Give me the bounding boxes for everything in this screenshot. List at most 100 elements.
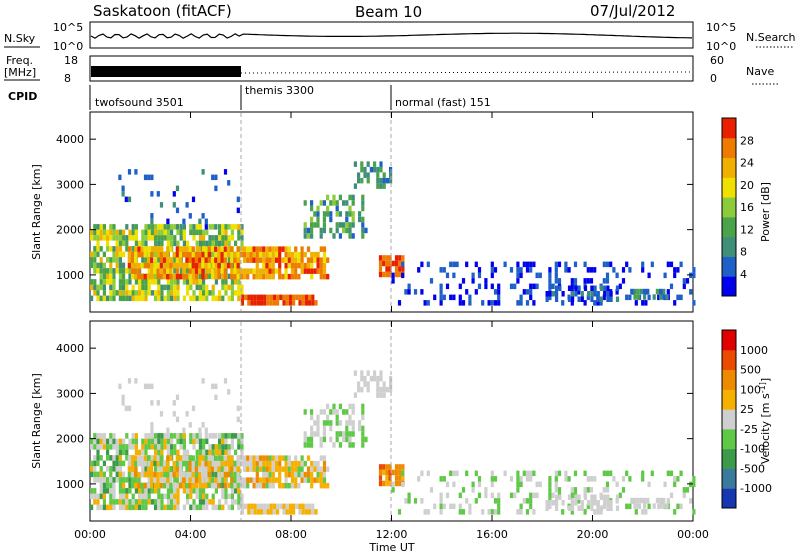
echo-cell — [153, 477, 157, 483]
echo-cell — [99, 229, 103, 236]
echo-cell — [535, 481, 539, 488]
echo-cell — [295, 503, 299, 510]
echo-cell — [99, 246, 103, 252]
echo-cell — [143, 383, 148, 390]
echo-cell — [211, 433, 215, 439]
echo-cell — [188, 213, 192, 219]
echo-cell — [146, 262, 151, 269]
echo-cell — [106, 229, 110, 236]
echo-cell — [548, 476, 552, 482]
echo-cell — [573, 261, 578, 268]
echo-cell — [240, 290, 244, 296]
echo-cell — [128, 504, 132, 511]
echo-cell — [220, 460, 224, 467]
echo-cell — [118, 284, 122, 291]
echo-cell — [150, 433, 154, 439]
echo-cell — [439, 498, 443, 504]
echo-cell — [398, 464, 402, 470]
echo-cell — [205, 295, 209, 302]
echo-cell — [633, 288, 637, 295]
echo-cell — [461, 300, 466, 306]
echo-cell — [319, 442, 323, 448]
echo-cell — [636, 294, 640, 300]
echo-cell — [461, 487, 466, 493]
echo-cell — [130, 251, 135, 258]
echo-cell — [398, 255, 402, 261]
echo-cell — [96, 224, 100, 230]
echo-cell — [175, 466, 179, 472]
x-tick-label: 08:00 — [275, 528, 307, 541]
echo-cell — [255, 246, 259, 252]
echo-cell — [262, 257, 266, 263]
echo-cell — [224, 449, 228, 456]
echo-cell — [258, 477, 263, 483]
echo-cell — [561, 300, 565, 306]
echo-cell — [147, 279, 151, 285]
echo-cell — [376, 166, 380, 173]
echo-cell — [263, 503, 267, 510]
echo-cell — [130, 466, 135, 472]
echo-cell — [147, 229, 151, 236]
echo-cell — [237, 493, 241, 500]
echo-cell — [401, 272, 405, 279]
echo-cell — [185, 482, 189, 489]
echo-cell — [378, 475, 383, 481]
echo-cell — [246, 460, 250, 467]
echo-cell — [558, 494, 562, 500]
echo-cell — [118, 174, 122, 181]
echo-cell — [240, 509, 244, 515]
echo-cell — [102, 235, 106, 241]
freq-tick-high: 18 — [64, 54, 78, 67]
colorbar-tick-label: 25 — [740, 403, 754, 416]
echo-cell — [268, 273, 272, 280]
echo-cell — [125, 268, 129, 274]
echo-cell — [310, 257, 314, 263]
echo-cell — [159, 246, 163, 252]
echo-cell — [217, 268, 221, 274]
echo-cell — [186, 240, 190, 247]
echo-cell — [519, 267, 523, 273]
echo-cell — [300, 262, 304, 269]
echo-cell — [220, 257, 224, 263]
echo-cell — [369, 375, 373, 382]
echo-cell — [224, 438, 228, 445]
echo-cell — [93, 466, 97, 472]
echo-cell — [170, 240, 174, 247]
echo-cell — [128, 444, 132, 450]
echo-cell — [160, 295, 164, 302]
beam-label: Beam 10 — [355, 3, 422, 21]
echo-cell — [223, 477, 227, 483]
echo-cell — [194, 477, 199, 483]
echo-cell — [249, 466, 253, 472]
echo-cell — [268, 455, 272, 461]
echo-cell — [166, 493, 170, 500]
echo-cell — [335, 420, 339, 426]
echo-cell — [233, 251, 237, 258]
echo-cell — [633, 503, 637, 509]
echo-cell — [609, 261, 613, 268]
echo-cell — [191, 251, 195, 258]
echo-cell — [93, 499, 97, 505]
echo-cell — [361, 431, 365, 437]
echo-cell — [319, 233, 323, 239]
echo-cell — [525, 509, 530, 515]
echo-cell — [175, 257, 179, 263]
echo-cell — [249, 460, 253, 467]
echo-cell — [198, 466, 202, 472]
echo-cell — [218, 504, 222, 511]
echo-cell — [516, 470, 520, 477]
echo-cell — [288, 294, 292, 301]
echo-cell — [192, 499, 196, 505]
echo-cell — [382, 464, 386, 470]
echo-cell — [529, 261, 533, 268]
echo-cell — [144, 257, 148, 263]
echo-cell — [146, 273, 151, 280]
echo-cell — [260, 294, 264, 301]
echo-cell — [201, 268, 205, 274]
echo-cell — [157, 235, 161, 241]
echo-cell — [221, 482, 225, 489]
echo-cell — [122, 504, 126, 511]
echo-cell — [306, 455, 311, 461]
echo-cell — [284, 482, 288, 489]
echo-cell — [182, 482, 186, 489]
